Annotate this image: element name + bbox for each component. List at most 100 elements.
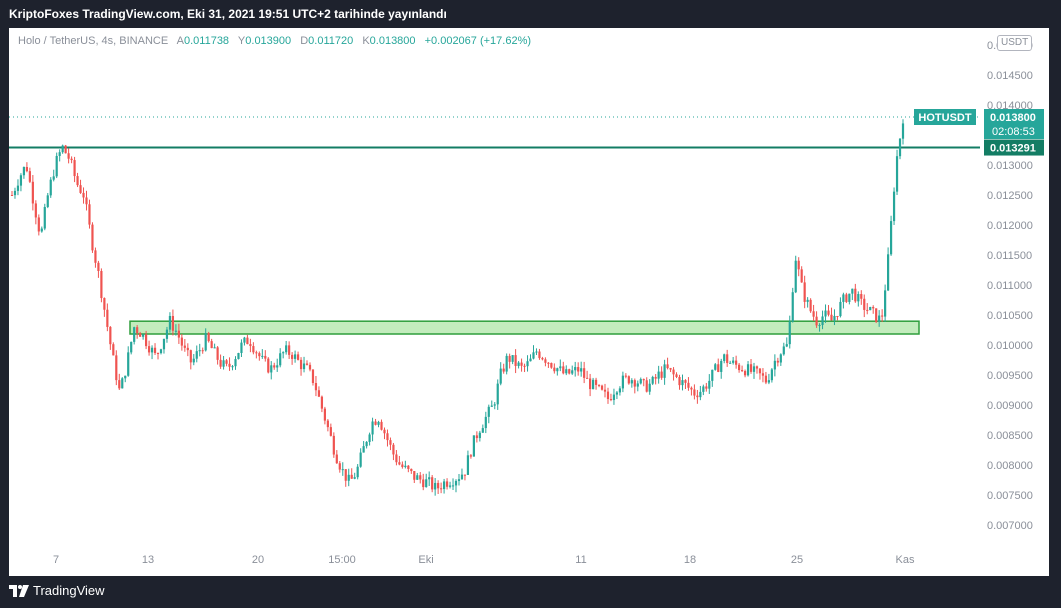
candle-body bbox=[618, 388, 622, 393]
candle-body bbox=[636, 383, 639, 387]
candle-body bbox=[499, 368, 502, 384]
y-tick-label: 0.007500 bbox=[987, 490, 1033, 502]
candle-body bbox=[591, 379, 595, 390]
candle-body bbox=[547, 362, 550, 364]
candle-body bbox=[82, 192, 85, 198]
candle-body bbox=[437, 482, 440, 489]
candle-body bbox=[28, 171, 31, 182]
candle-body bbox=[666, 364, 669, 369]
candle-body bbox=[13, 190, 17, 196]
countdown-label: 02:08:53 bbox=[992, 126, 1035, 138]
candle-body bbox=[749, 364, 753, 372]
candle-body bbox=[162, 338, 166, 350]
candle-body bbox=[395, 454, 398, 463]
candle-body bbox=[639, 379, 642, 384]
candle-body bbox=[308, 364, 312, 370]
candle-body bbox=[782, 346, 785, 355]
price-chart[interactable]: 0.0150000.0145000.0140000.0135000.013000… bbox=[9, 28, 1049, 576]
candle-body bbox=[481, 428, 484, 433]
candle-body bbox=[663, 364, 666, 378]
candle-body bbox=[502, 368, 505, 372]
candle-body bbox=[329, 427, 332, 436]
candle-body bbox=[171, 316, 175, 331]
candle-body bbox=[174, 330, 177, 332]
candle-body bbox=[240, 342, 243, 354]
candle-body bbox=[216, 347, 219, 360]
candle-body bbox=[338, 463, 341, 470]
candle-body bbox=[827, 310, 830, 315]
currency-button[interactable]: USDT bbox=[997, 35, 1033, 51]
candle-body bbox=[791, 292, 794, 322]
candle-body bbox=[291, 354, 294, 359]
candle-body bbox=[621, 375, 624, 389]
candle-body bbox=[654, 376, 657, 379]
candle-body bbox=[413, 471, 416, 480]
candle-body bbox=[34, 203, 37, 218]
candle-body bbox=[472, 435, 475, 457]
candle-body bbox=[711, 369, 714, 381]
candle-body bbox=[594, 379, 598, 385]
candle-body bbox=[580, 368, 583, 372]
candle-body bbox=[109, 326, 112, 345]
candle-body bbox=[887, 254, 890, 291]
candle-body bbox=[723, 354, 726, 361]
candle-body bbox=[693, 389, 696, 396]
candle-body bbox=[58, 152, 61, 156]
candle-body bbox=[836, 315, 839, 317]
candle-body bbox=[407, 465, 410, 469]
symbol-name[interactable]: Holo / TetherUS, 4s, BINANCE bbox=[18, 35, 169, 47]
footer: TradingView bbox=[9, 580, 105, 602]
candle-body bbox=[761, 373, 765, 376]
candle-body bbox=[541, 358, 544, 360]
candle-body bbox=[475, 435, 478, 439]
tradingview-logo-icon[interactable] bbox=[9, 585, 29, 597]
candle-body bbox=[743, 371, 747, 376]
candle-body bbox=[800, 269, 803, 283]
candle-body bbox=[153, 347, 157, 354]
candle-body bbox=[314, 383, 318, 391]
candle-body bbox=[43, 206, 46, 229]
candle-body bbox=[139, 333, 142, 337]
chart-panel[interactable]: 0.0150000.0145000.0140000.0135000.013000… bbox=[9, 28, 1049, 576]
candle-body bbox=[237, 353, 240, 360]
candle-body bbox=[839, 301, 842, 317]
candle-body bbox=[79, 185, 82, 193]
candle-body bbox=[824, 310, 827, 317]
candle-body bbox=[577, 367, 580, 372]
candle-body bbox=[767, 380, 771, 383]
candle-body bbox=[431, 477, 434, 490]
candle-body bbox=[863, 298, 866, 310]
candle-body bbox=[258, 353, 261, 357]
candle-body bbox=[222, 360, 225, 367]
candle-body bbox=[368, 434, 371, 442]
candle-body bbox=[457, 479, 461, 481]
candle-body bbox=[699, 391, 702, 398]
low-label: D bbox=[300, 35, 309, 47]
candle-body bbox=[669, 368, 672, 370]
candle-body bbox=[344, 469, 347, 481]
candle-body bbox=[246, 337, 249, 345]
candle-body bbox=[177, 330, 180, 338]
candle-body bbox=[398, 462, 401, 465]
candle-body bbox=[88, 204, 91, 225]
candle-body bbox=[881, 315, 884, 317]
candle-body bbox=[779, 354, 782, 363]
candle-body bbox=[401, 464, 404, 468]
candle-body bbox=[270, 365, 273, 373]
candle-body bbox=[738, 364, 741, 371]
candle-body bbox=[19, 175, 23, 186]
candle-body bbox=[463, 474, 467, 476]
y-tick-label: 0.013000 bbox=[987, 160, 1033, 172]
candle-body bbox=[660, 371, 663, 378]
candle-body bbox=[559, 366, 562, 369]
candle-body bbox=[350, 474, 353, 479]
candle-body bbox=[121, 378, 124, 389]
candle-body bbox=[133, 327, 136, 342]
candle-body bbox=[10, 195, 14, 196]
candle-body bbox=[76, 176, 79, 186]
candle-body bbox=[392, 444, 395, 455]
candle-body bbox=[201, 350, 204, 352]
tradingview-brand[interactable]: TradingView bbox=[33, 583, 105, 598]
candle-body bbox=[851, 288, 854, 294]
candle-body bbox=[708, 380, 711, 389]
